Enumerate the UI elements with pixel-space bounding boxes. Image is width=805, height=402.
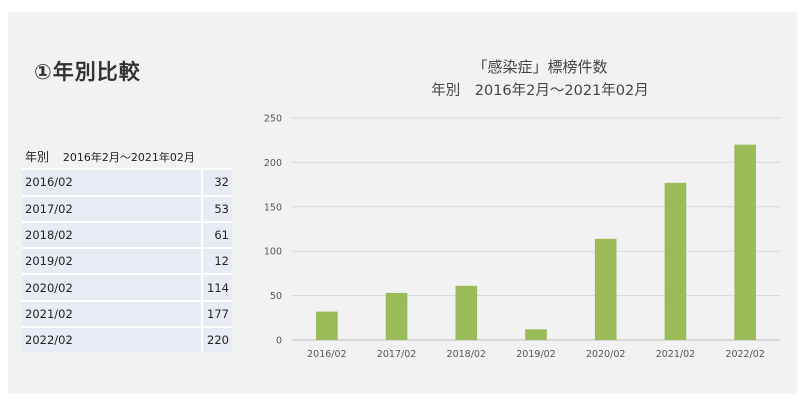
row-year: 2017/02: [22, 194, 203, 222]
y-tick-label: 200: [264, 158, 282, 169]
data-table: 年別 2016年2月～2021年02月 2016/02 32 2017/02 53 …: [22, 144, 232, 353]
row-year: 2019/02: [22, 247, 203, 275]
row-value: 177: [201, 299, 232, 328]
table-row: 2022/02 220: [22, 326, 232, 353]
bar: [734, 144, 756, 340]
table-row: 2020/02 114: [22, 273, 232, 301]
bar: [385, 292, 408, 340]
row-year: 2020/02: [22, 273, 203, 301]
chart-title: 「感染症」標榜件数: [472, 58, 608, 76]
row-year: 2021/02: [22, 299, 203, 328]
row-year: 2018/02: [22, 220, 203, 249]
row-value: 61: [201, 220, 232, 249]
row-year: 2016/02: [22, 168, 203, 196]
y-tick-label: 250: [264, 114, 282, 125]
chart-subtitle: 年別 2016年2月～2021年02月: [431, 83, 649, 99]
table-row: 2016/02 32: [22, 168, 232, 196]
header-value: [202, 144, 232, 170]
table-row: 2017/02 53: [22, 194, 232, 222]
header-year-label: 年別: [25, 149, 50, 164]
table-row: 2019/02 12: [22, 247, 232, 275]
table-row: 2021/02 177: [22, 299, 232, 328]
page-heading: ①年別比較: [34, 60, 141, 84]
x-tick-label: 2020/02: [586, 349, 625, 360]
row-year: 2022/02: [22, 326, 203, 353]
x-tick-label: 2022/02: [725, 349, 764, 360]
y-tick-label: 150: [264, 202, 282, 213]
x-tick-label: 2017/02: [377, 349, 416, 360]
x-tick-label: 2021/02: [656, 349, 695, 360]
bar: [316, 311, 338, 340]
x-tick-label: 2016/02: [307, 349, 346, 360]
x-tick-label: 2018/02: [447, 349, 486, 360]
table-header-row: 年別 2016年2月～2021年02月: [22, 144, 232, 170]
x-tick-label: 2019/02: [516, 349, 555, 360]
row-value: 53: [201, 194, 232, 222]
row-value: 114: [201, 273, 232, 301]
bar: [525, 329, 547, 340]
bar: [455, 285, 478, 340]
row-value: 220: [201, 326, 232, 353]
y-tick-label: 0: [276, 336, 282, 347]
bar-chart: 0 50 100 150 200 250 2016/02 2017/02 2018/02 2019…: [264, 114, 780, 360]
row-value: 12: [201, 247, 232, 275]
y-tick-label: 50: [270, 291, 282, 302]
table-row: 2018/02 61: [22, 220, 232, 249]
bar: [664, 182, 687, 340]
y-tick-label: 100: [264, 247, 282, 258]
header-year: 年別 2016年2月～2021年02月: [22, 144, 203, 170]
header-period-label: 2016年2月～2021年02月: [62, 150, 195, 164]
bar: [594, 238, 617, 340]
row-value: 32: [201, 168, 232, 196]
